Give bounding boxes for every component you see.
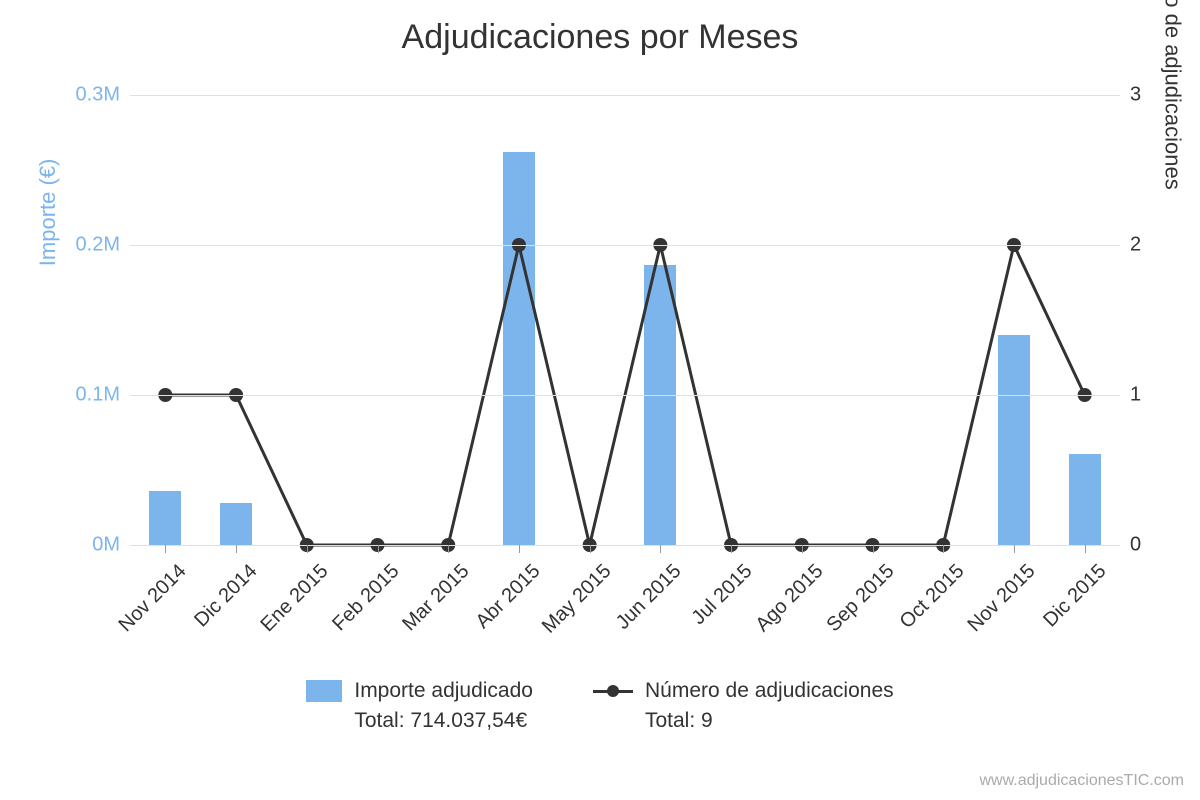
x-tick-mark <box>731 545 732 553</box>
legend-bar-label: Importe adjudicado <box>354 676 533 705</box>
gridline <box>130 95 1120 96</box>
x-tick-mark <box>1014 545 1015 553</box>
line-series-svg <box>130 95 1120 545</box>
y-left-tick-label: 0.3M <box>50 84 120 107</box>
legend-line-swatch <box>593 680 633 702</box>
chart-container: Adjudicaciones por Meses Importe (€) Núm… <box>0 0 1200 800</box>
x-tick-mark <box>943 545 944 553</box>
x-tick-mark <box>448 545 449 553</box>
y-right-tick-label: 1 <box>1130 384 1180 407</box>
legend-item-bar: Importe adjudicado Total: 714.037,54€ <box>306 676 533 735</box>
y-left-tick-label: 0.2M <box>50 234 120 257</box>
y-left-tick-label: 0M <box>50 534 120 557</box>
gridline <box>130 545 1120 546</box>
legend-item-line: Número de adjudicaciones Total: 9 <box>593 676 894 735</box>
chart-title: Adjudicaciones por Meses <box>0 18 1200 57</box>
x-tick-mark <box>873 545 874 553</box>
y-right-tick-label: 3 <box>1130 84 1180 107</box>
gridline <box>130 395 1120 396</box>
y-right-tick-label: 0 <box>1130 534 1180 557</box>
y-left-tick-label: 0.1M <box>50 384 120 407</box>
legend-line-label: Número de adjudicaciones <box>645 676 894 705</box>
legend-line-total: Total: 9 <box>645 706 894 735</box>
x-tick-mark <box>519 545 520 553</box>
x-tick-mark <box>307 545 308 553</box>
legend-bar-swatch <box>306 680 342 702</box>
gridline <box>130 245 1120 246</box>
x-tick-mark <box>378 545 379 553</box>
x-tick-mark <box>165 545 166 553</box>
legend-line-text: Número de adjudicaciones Total: 9 <box>645 676 894 735</box>
legend-bar-text: Importe adjudicado Total: 714.037,54€ <box>354 676 533 735</box>
plot-area <box>130 95 1120 545</box>
x-tick-mark <box>802 545 803 553</box>
legend-line-marker <box>607 685 619 697</box>
x-tick-mark <box>1085 545 1086 553</box>
x-tick-mark <box>236 545 237 553</box>
legend-bar-total: Total: 714.037,54€ <box>354 706 533 735</box>
chart-legend: Importe adjudicado Total: 714.037,54€ Nú… <box>0 676 1200 735</box>
y-right-tick-label: 2 <box>1130 234 1180 257</box>
x-tick-mark <box>660 545 661 553</box>
watermark: www.adjudicacionesTIC.com <box>979 772 1184 790</box>
x-tick-mark <box>590 545 591 553</box>
